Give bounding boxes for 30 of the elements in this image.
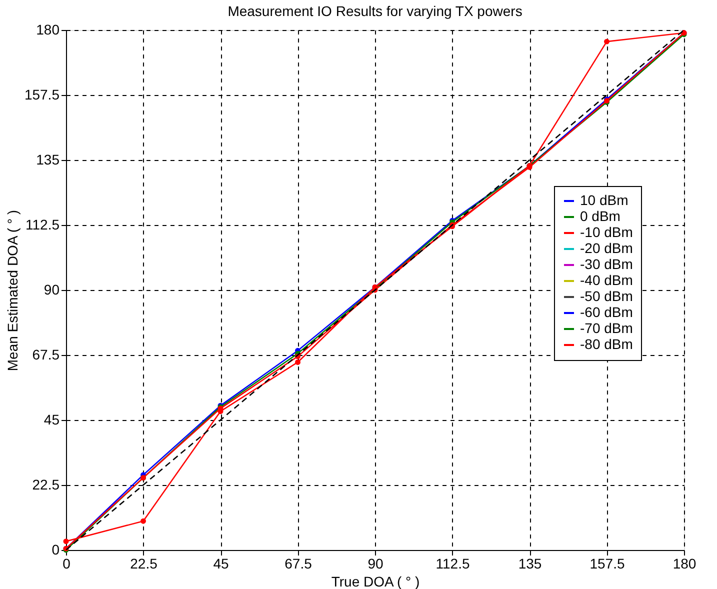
x-tick-label: 45 [213, 556, 229, 572]
x-tick-label: 112.5 [436, 556, 470, 572]
x-tick-label: 0 [62, 556, 71, 572]
y-tick-label: 180 [36, 22, 60, 38]
y-axis-title: Mean Estimated DOA ( ° ) [4, 210, 20, 372]
legend-label: -50 dBm [580, 288, 633, 304]
legend-label: -60 dBm [580, 304, 633, 320]
legend-label: 10 dBm [580, 192, 628, 208]
x-tick-label: 180 [672, 556, 696, 572]
x-tick-label: 157.5 [590, 556, 625, 572]
x-tick-label: 135 [518, 556, 542, 572]
y-tick-label: 45 [44, 412, 60, 428]
y-tick-label: 0 [52, 542, 60, 558]
legend-label: -70 dBm [580, 320, 633, 336]
legend-label: 0 dBm [580, 208, 620, 224]
legend-label: -40 dBm [580, 272, 633, 288]
x-tick-label: 67.5 [284, 556, 312, 572]
legend-label: -20 dBm [580, 240, 633, 256]
y-tick-label: 90 [44, 282, 60, 298]
y-tick-label: 112.5 [26, 216, 60, 232]
y-tick-label: 67.5 [32, 346, 60, 362]
y-tick-label: 135 [36, 152, 60, 168]
legend-label: -80 dBm [580, 336, 633, 352]
legend-label: -30 dBm [580, 256, 633, 272]
y-tick-label: 157.5 [24, 86, 60, 102]
chart-title: Measurement IO Results for varying TX powers [228, 3, 522, 19]
y-tick-label: 22.5 [32, 476, 60, 492]
legend-label: -10 dBm [580, 224, 633, 240]
x-tick-label: 22.5 [130, 556, 158, 572]
x-tick-label: 90 [368, 556, 384, 572]
